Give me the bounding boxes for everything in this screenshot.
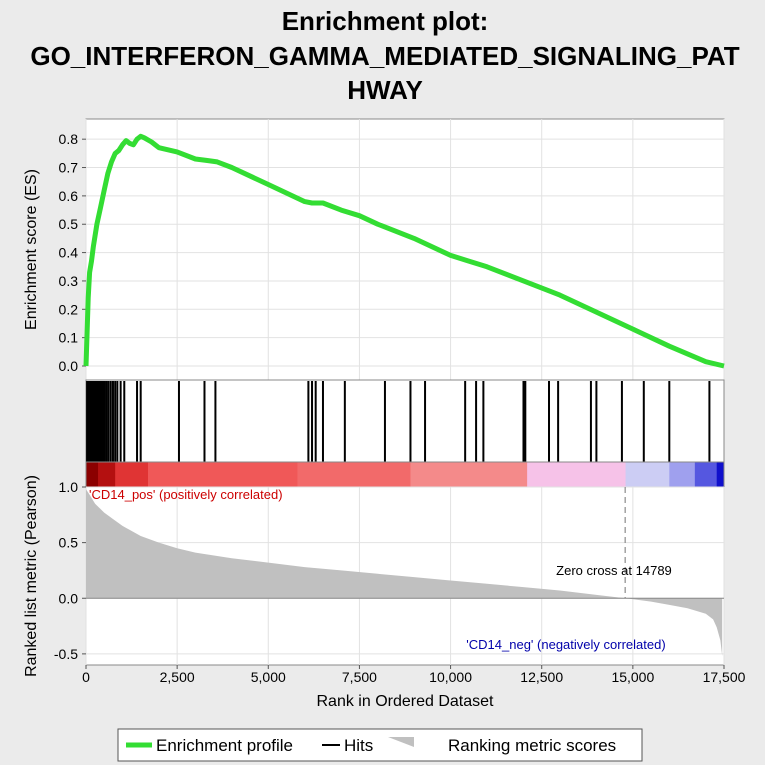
hits-area xyxy=(85,379,725,463)
x-tick-label: 12,500 xyxy=(520,669,563,685)
hit-lines xyxy=(86,381,711,462)
hits-panel xyxy=(85,379,725,463)
es-y-tick-label: 0.6 xyxy=(59,188,79,204)
positively-correlated-label: 'CD14_pos' (positively correlated) xyxy=(89,487,283,502)
x-axis-label: Rank in Ordered Dataset xyxy=(317,693,495,710)
es-y-ticks: 0.0 0.1 0.2 0.3 0.4 0.5 0.6 0.7 0.8 xyxy=(59,131,86,374)
zero-cross-label: Zero cross at 14789 xyxy=(556,563,672,578)
es-plot-area xyxy=(85,118,725,381)
metric-y-ticks: -0.5 0.0 0.5 1.0 xyxy=(54,479,86,662)
heat-segment xyxy=(669,462,696,487)
heat-segment xyxy=(527,462,627,487)
heat-segment xyxy=(625,462,670,487)
es-y-tick-label: 0.7 xyxy=(59,160,79,176)
x-tick-label: 17,500 xyxy=(703,669,746,685)
es-y-axis-label: Enrichment score (ES) xyxy=(23,169,40,330)
es-panel: 0.0 0.1 0.2 0.3 0.4 0.5 0.6 0.7 0.8 Enrichment s… xyxy=(23,118,725,381)
es-y-tick-label: 0.0 xyxy=(59,358,79,374)
x-tick-label: 5,000 xyxy=(251,669,286,685)
legend-label: Ranking metric scores xyxy=(448,736,616,755)
heat-segment xyxy=(147,462,298,487)
ranking-metric-area xyxy=(86,489,723,657)
metric-y-tick-label: 0.0 xyxy=(59,590,79,606)
es-grid xyxy=(85,119,725,380)
chart-title: Enrichment plot: GO_INTERFERON_GAMMA_MEDI… xyxy=(30,6,739,105)
heat-segment xyxy=(98,462,116,487)
heat-bar xyxy=(85,461,725,488)
x-tick-label: 0 xyxy=(82,669,90,685)
x-tick-label: 15,000 xyxy=(611,669,654,685)
heat-segment xyxy=(297,462,411,487)
es-y-tick-label: 0.4 xyxy=(59,245,79,261)
chart-title-line: HWAY xyxy=(347,75,423,105)
x-tick-label: 2,500 xyxy=(160,669,195,685)
legend-label: Hits xyxy=(344,736,373,755)
legend: Enrichment profile Hits Ranking metric sco… xyxy=(117,728,643,762)
chart-title-line: Enrichment plot: xyxy=(282,6,489,36)
legend-box xyxy=(117,728,643,762)
es-y-tick-label: 0.3 xyxy=(59,273,79,289)
x-tick-label: 7,500 xyxy=(342,669,377,685)
metric-y-axis-label: Ranked list metric (Pearson) xyxy=(23,475,40,677)
heat-segment xyxy=(694,462,718,487)
chart-title-line: GO_INTERFERON_GAMMA_MEDIATED_SIGNALING_P… xyxy=(30,41,739,71)
x-tick-label: 10,000 xyxy=(429,669,472,685)
es-y-tick-label: 0.8 xyxy=(59,131,79,147)
metric-y-tick-label: 0.5 xyxy=(59,535,79,551)
heat-segment xyxy=(115,462,149,487)
legend-label: Enrichment profile xyxy=(156,736,293,755)
x-axis: 0 2,500 5,000 7,500 10,000 12,500 15,000 17,500… xyxy=(82,665,746,710)
metric-y-tick-label: 1.0 xyxy=(59,479,79,495)
heat-segment xyxy=(410,462,528,487)
es-y-tick-label: 0.2 xyxy=(59,301,79,317)
metric-panel: -0.5 0.0 0.5 1.0 Ranked list metric (Pearso… xyxy=(23,475,725,677)
heat-segment xyxy=(716,462,725,487)
es-y-tick-label: 0.1 xyxy=(59,330,79,346)
heat-segment xyxy=(86,462,99,487)
es-y-tick-label: 0.5 xyxy=(59,216,79,232)
enrichment-profile-line xyxy=(83,133,725,369)
legend-swatch xyxy=(388,737,414,747)
x-ticks: 0 2,500 5,000 7,500 10,000 12,500 15,000 17,500 xyxy=(82,665,746,685)
negatively-correlated-label: 'CD14_neg' (negatively correlated) xyxy=(466,637,665,652)
metric-y-tick-label: -0.5 xyxy=(54,646,78,662)
